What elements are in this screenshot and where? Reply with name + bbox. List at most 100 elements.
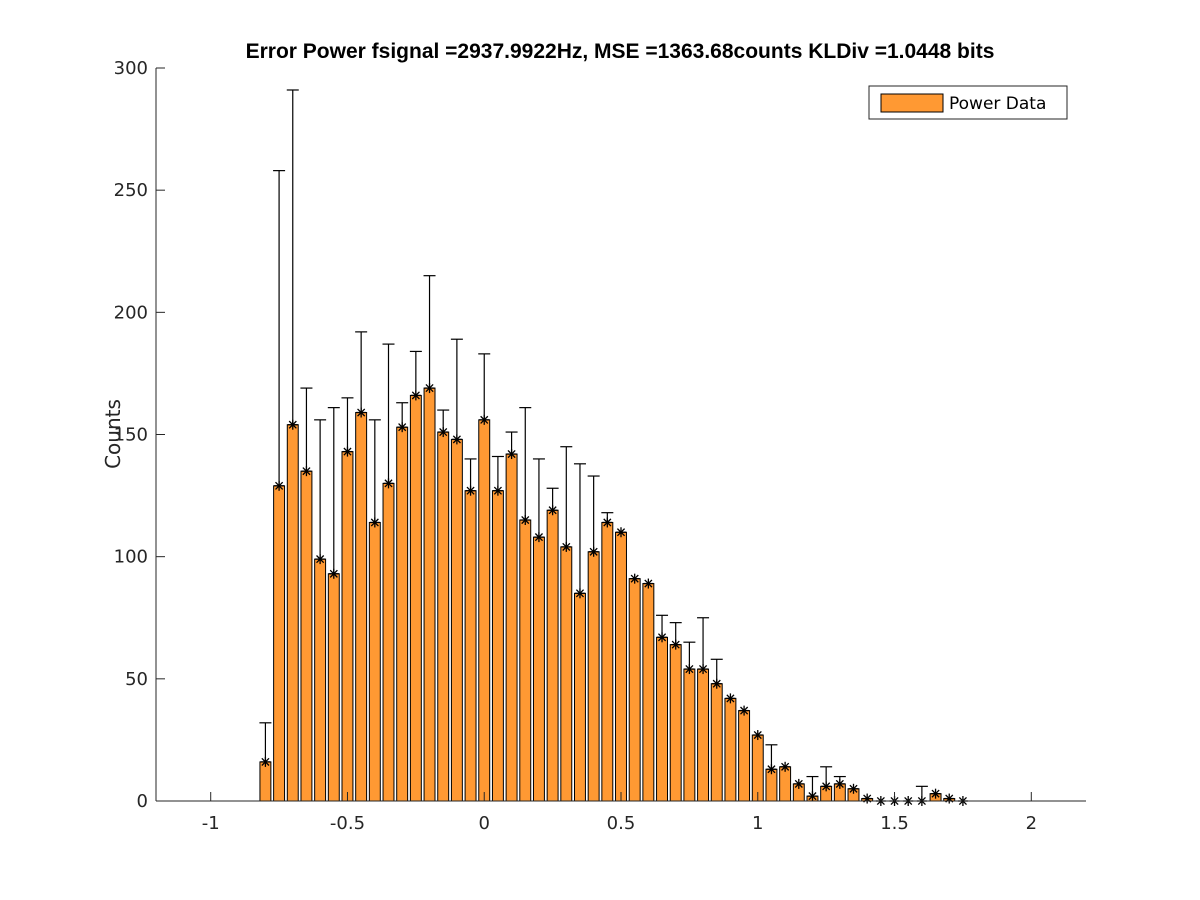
- chart-title: Error Power fsignal =2937.9922Hz, MSE =1…: [246, 40, 995, 63]
- y-tick-label: 100: [114, 547, 148, 568]
- data-marker: [383, 478, 394, 489]
- bar: [314, 558, 327, 802]
- bar: [505, 453, 518, 802]
- data-marker: [807, 791, 818, 802]
- x-tick-label: 1.5: [880, 813, 909, 834]
- data-marker: [479, 414, 490, 425]
- data-marker: [397, 422, 408, 433]
- data-marker: [356, 407, 367, 418]
- data-marker: [520, 515, 531, 526]
- bar: [491, 490, 504, 802]
- bar: [286, 424, 299, 802]
- bar: [642, 583, 655, 802]
- data-marker: [287, 419, 298, 430]
- data-marker: [533, 532, 544, 543]
- data-marker: [739, 705, 750, 716]
- bar: [532, 536, 545, 802]
- bar: [628, 578, 641, 802]
- data-marker: [328, 568, 339, 579]
- bar: [450, 438, 463, 802]
- data-marker: [725, 693, 736, 704]
- bar: [546, 509, 559, 802]
- bar: [300, 470, 313, 802]
- bar: [382, 482, 395, 802]
- data-marker: [465, 485, 476, 496]
- data-marker: [657, 632, 668, 643]
- data-marker: [438, 427, 449, 438]
- bar: [396, 426, 409, 802]
- data-marker: [561, 541, 572, 552]
- bar: [478, 419, 491, 802]
- bar: [738, 710, 751, 802]
- data-marker: [821, 781, 832, 792]
- bar: [355, 412, 368, 802]
- bar: [656, 636, 669, 802]
- bar: [519, 519, 532, 802]
- data-marker: [944, 793, 955, 804]
- x-tick-label: 2: [1026, 813, 1037, 834]
- bar: [683, 668, 696, 802]
- x-ticks: -1 -0.5 0 0.5 1 1.5 2: [202, 792, 1037, 834]
- bar: [341, 451, 354, 802]
- data-marker: [616, 527, 626, 538]
- data-marker: [451, 434, 462, 445]
- bar: [615, 531, 627, 802]
- data-marker: [834, 778, 845, 789]
- data-marker: [711, 678, 722, 689]
- data-marker: [862, 793, 873, 804]
- x-tick-label: -1: [202, 813, 220, 834]
- bar: [273, 485, 286, 802]
- data-marker: [274, 480, 285, 491]
- data-marker: [766, 764, 777, 775]
- x-tick-label: 0.5: [607, 813, 636, 834]
- bar: [437, 431, 450, 802]
- bar: [259, 761, 272, 802]
- bar: [368, 521, 381, 802]
- data-marker: [698, 664, 709, 675]
- y-tick-label: 150: [114, 425, 148, 446]
- bar: [574, 592, 586, 802]
- y-ticks: 0 50 100 150 200 250 300: [114, 58, 165, 812]
- data-marker: [369, 517, 380, 528]
- error-bars-layer: [259, 89, 928, 801]
- data-marker: [506, 449, 517, 460]
- legend: Power Data: [868, 85, 1068, 120]
- data-marker: [793, 778, 804, 789]
- y-tick-label: 0: [137, 791, 148, 812]
- y-axis-label: Counts: [101, 399, 125, 469]
- bar: [423, 387, 436, 802]
- data-marker: [574, 588, 585, 599]
- data-marker: [643, 578, 654, 589]
- y-tick-label: 200: [114, 302, 148, 323]
- bar: [724, 697, 737, 802]
- legend-label: Power Data: [949, 94, 1046, 114]
- data-marker: [315, 554, 326, 565]
- data-marker: [848, 783, 859, 794]
- data-marker: [602, 517, 613, 528]
- bar: [710, 683, 723, 802]
- data-marker: [684, 664, 695, 675]
- data-marker: [780, 761, 791, 772]
- x-tick-label: -0.5: [330, 813, 365, 834]
- bar: [409, 394, 422, 802]
- data-marker: [260, 756, 271, 767]
- data-marker: [629, 573, 640, 584]
- y-tick-label: 50: [125, 669, 148, 690]
- bar: [751, 734, 764, 802]
- data-marker: [424, 383, 435, 394]
- bar: [697, 668, 710, 802]
- y-tick-label: 250: [114, 180, 148, 201]
- data-marker: [492, 485, 503, 496]
- bar: [464, 490, 477, 802]
- x-tick-label: 1: [752, 813, 763, 834]
- data-marker: [342, 446, 353, 457]
- bar: [669, 644, 682, 802]
- data-marker: [670, 639, 681, 650]
- bar: [587, 551, 600, 802]
- bars-layer: [259, 387, 956, 802]
- data-marker: [301, 466, 312, 477]
- data-marker: [588, 546, 599, 557]
- bar: [560, 546, 573, 802]
- y-tick-label: 300: [114, 58, 148, 79]
- x-tick-label: 0: [479, 813, 490, 834]
